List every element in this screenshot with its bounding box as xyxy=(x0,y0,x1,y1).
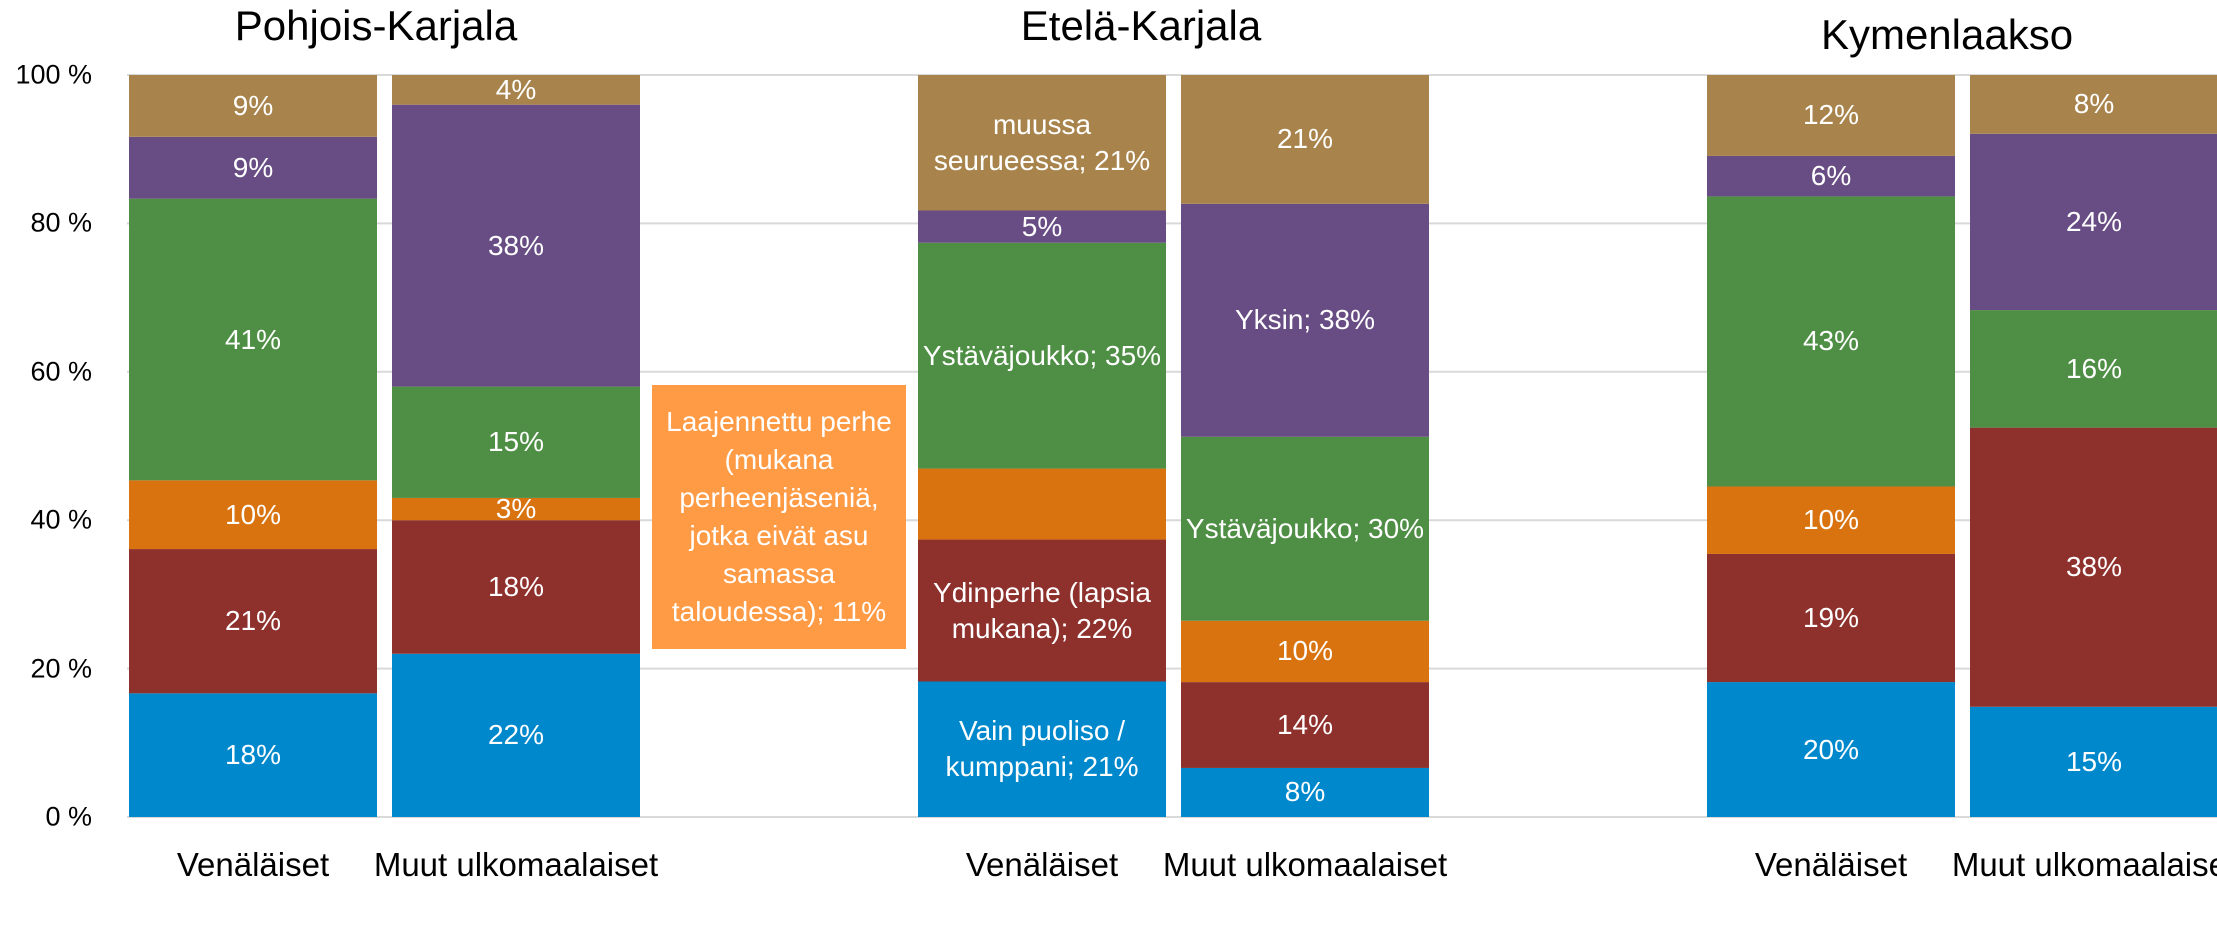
bar-segment xyxy=(129,198,377,481)
bar-segment xyxy=(918,75,1166,211)
y-tick-label: 40 % xyxy=(30,504,92,535)
bar-segment xyxy=(129,549,377,694)
y-tick-label: 0 % xyxy=(45,801,92,832)
data-label: muussa seurueessa; 21% xyxy=(933,108,1151,176)
bar-segment xyxy=(129,136,377,199)
data-label: 10% xyxy=(224,498,282,530)
data-label: 9% xyxy=(232,89,274,121)
data-label: 9% xyxy=(232,151,274,183)
data-label: 16% xyxy=(2065,352,2123,384)
x-tick-label: Muut ulkomaalaiset xyxy=(1162,846,1448,883)
data-label: 6% xyxy=(1810,160,1852,192)
data-label: 19% xyxy=(1802,602,1860,633)
y-tick-label: 80 % xyxy=(30,207,92,238)
x-tick-label: Venäläiset xyxy=(965,846,1119,883)
y-tick-label: 60 % xyxy=(30,356,92,387)
x-tick-label: Muut ulkomaalaiset xyxy=(373,846,659,883)
data-label: 21% xyxy=(1276,123,1334,155)
data-label: 15% xyxy=(2065,745,2123,777)
bar-segment xyxy=(1707,155,1955,197)
x-tick-label: Venäläiset xyxy=(176,846,330,883)
data-label: 21% xyxy=(224,605,282,637)
bar-segment xyxy=(1970,310,2217,428)
data-label: 10% xyxy=(1802,504,1860,536)
data-label: 20% xyxy=(1802,733,1860,765)
bar-segment xyxy=(392,104,640,387)
data-label: Ystäväjoukko; 30% xyxy=(1185,512,1425,544)
bar-segment xyxy=(1707,75,1955,156)
data-label: 5% xyxy=(1021,210,1063,242)
data-label: 8% xyxy=(1284,776,1326,808)
data-label: 22% xyxy=(487,719,545,751)
data-label: 38% xyxy=(487,229,545,261)
bar-segment xyxy=(918,539,1166,682)
bar-segment xyxy=(129,75,377,137)
callout-box: Laajennettu perhe (mukana perheenjäseniä… xyxy=(652,385,906,649)
bar-segment xyxy=(1707,682,1955,817)
bar-segment xyxy=(1181,620,1429,683)
data-label: Ydinperhe (lapsia mukana); 22% xyxy=(933,576,1151,644)
bar-segment xyxy=(392,386,640,498)
bar-segment xyxy=(129,693,377,817)
bar-segment xyxy=(1181,682,1429,768)
data-label: 18% xyxy=(487,570,545,602)
bar-segment xyxy=(1970,75,2217,134)
bar-segment xyxy=(1970,706,2217,817)
bar-segment xyxy=(1181,75,1429,204)
data-label: Yksin; 38% xyxy=(1234,304,1376,336)
bar-segment xyxy=(1181,436,1429,621)
data-label: 24% xyxy=(2065,205,2123,237)
data-label: 14% xyxy=(1276,709,1334,741)
data-label: 10% xyxy=(1276,635,1334,667)
data-label: 18% xyxy=(224,739,282,771)
data-label: 38% xyxy=(2065,551,2123,583)
bar-segment xyxy=(129,480,377,550)
bar-segment xyxy=(918,210,1166,243)
bar-segment xyxy=(918,242,1166,469)
bar-segment xyxy=(1707,486,1955,554)
bar-segment xyxy=(1181,767,1429,817)
group-title: Etelä-Karjala xyxy=(1020,2,1262,49)
bar-segment xyxy=(1970,133,2217,311)
bar-segment xyxy=(1970,427,2217,707)
y-tick-label: 20 % xyxy=(30,653,92,684)
x-tick-label: Venäläiset xyxy=(1754,846,1908,883)
bar-segment xyxy=(392,497,640,521)
data-label: 12% xyxy=(1802,99,1860,131)
data-label: 41% xyxy=(224,323,282,355)
x-tick-label: Muut ulkomaalaiset xyxy=(1951,846,2217,883)
bar-segment xyxy=(1181,203,1429,437)
bar-segment xyxy=(918,468,1166,540)
data-label: 8% xyxy=(2073,88,2115,120)
data-label: 43% xyxy=(1802,325,1860,357)
data-label: Vain puoliso / kumppani; 21% xyxy=(945,715,1139,783)
bar-segment xyxy=(392,653,640,817)
y-tick-label: 100 % xyxy=(15,59,92,90)
group-title: Pohjois-Karjala xyxy=(234,2,518,49)
bar-segment xyxy=(1707,553,1955,683)
data-label: Ystäväjoukko; 35% xyxy=(922,339,1162,371)
callout-label: Laajennettu perhe (mukana perheenjäseniä… xyxy=(666,406,892,627)
data-label: 4% xyxy=(495,73,537,105)
bar-segment xyxy=(1707,196,1955,487)
bar-segment xyxy=(392,75,640,105)
bar-segment xyxy=(392,520,640,654)
data-label: 15% xyxy=(487,426,545,458)
bar-segment xyxy=(918,681,1166,817)
data-label: 3% xyxy=(495,493,537,525)
group-title: Kymenlaakso xyxy=(1820,11,2074,58)
